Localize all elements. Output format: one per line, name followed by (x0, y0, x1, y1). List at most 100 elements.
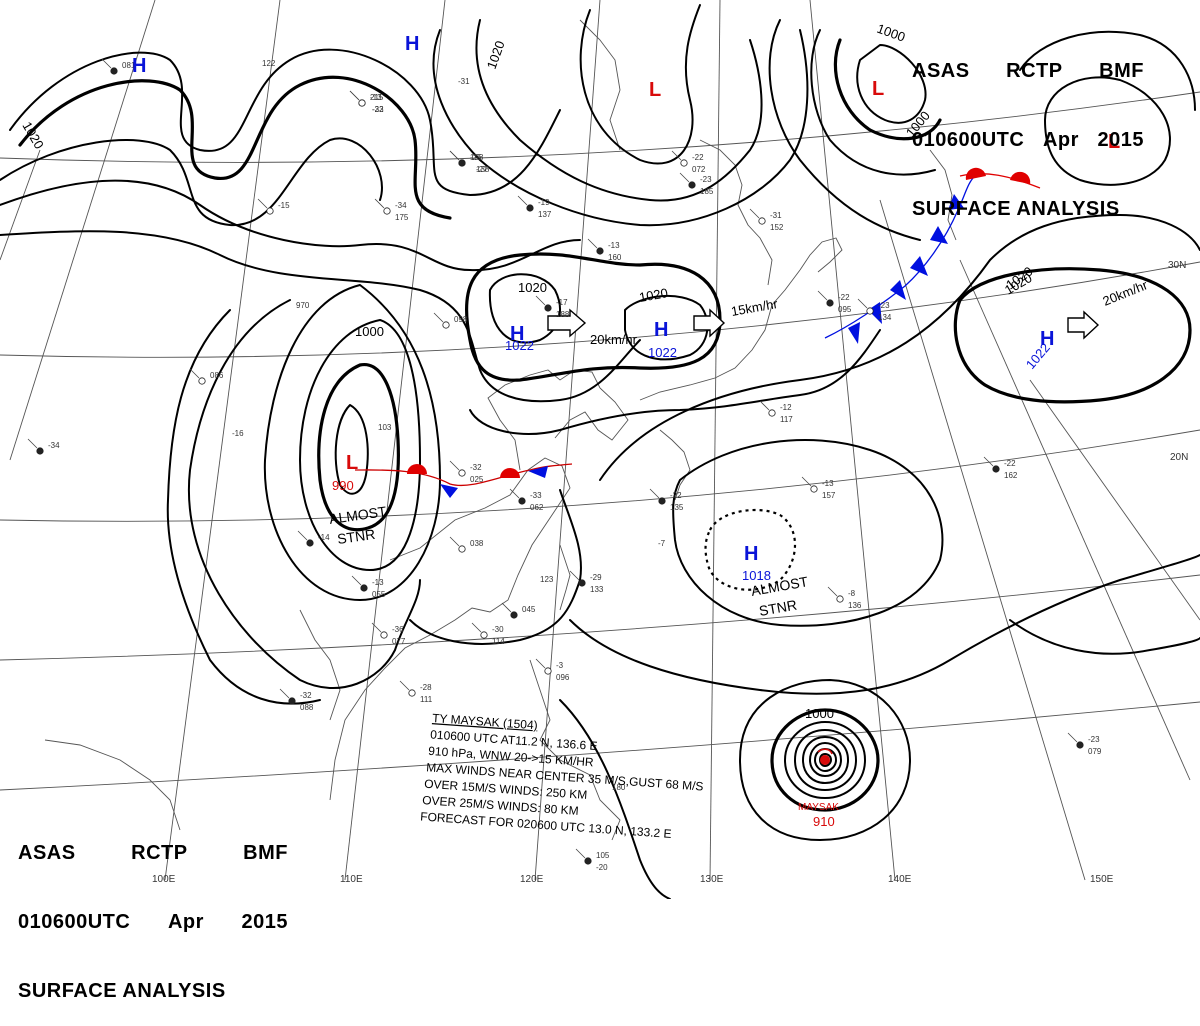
station-value: -32 (300, 691, 312, 700)
motion-label: 15km/hr (730, 296, 780, 319)
station-value: 970 (296, 301, 310, 310)
station-circle-icon (992, 465, 1000, 473)
header-year: 2015 (1097, 129, 1144, 151)
isobar-label: 1020 (484, 39, 508, 71)
station-circle-icon (1076, 741, 1084, 749)
station-value: 198 (470, 153, 484, 162)
wind-barb-icon (279, 688, 290, 699)
lat-label: 30N (1168, 260, 1186, 271)
center-pressure: 990 (332, 478, 354, 493)
footer-time: 010600UTC (18, 911, 131, 933)
station-circle-icon (358, 99, 366, 107)
station-value: -15 (278, 201, 290, 210)
station-value: 079 (1088, 747, 1102, 756)
station-value: -22 (1004, 459, 1016, 468)
station-circle-icon (596, 247, 604, 255)
station-circle-icon (110, 67, 118, 75)
station-value: 111 (420, 695, 433, 704)
stationary-note: STNR (336, 526, 376, 547)
wind-barb-icon (535, 295, 546, 306)
station-circle-icon (442, 321, 450, 329)
station-value: -13 (822, 479, 834, 488)
station-value: -23 (1088, 735, 1100, 744)
wind-barb-icon (351, 575, 362, 586)
wind-barb-icon (471, 622, 482, 633)
header-time: 010600UTC (912, 129, 1025, 151)
station-circle-icon (480, 631, 488, 639)
station-value: 188 (556, 310, 570, 319)
wind-barb-icon (349, 90, 360, 101)
station-value: 103 (378, 423, 392, 432)
station-value: 114 (492, 637, 505, 646)
station-value: -14 (318, 533, 330, 542)
center-pressure: 910 (813, 814, 835, 829)
high-center: H (132, 55, 146, 77)
header-station: RCTP (1006, 60, 1063, 82)
station-value: -22 (670, 491, 682, 500)
wind-barb-icon (671, 150, 682, 161)
station-value: -12 (780, 403, 792, 412)
station-value: -34 (48, 441, 60, 450)
isobar-label: 1020 (638, 285, 669, 305)
station-value: -29 (590, 573, 602, 582)
station-value: -34 (395, 201, 407, 210)
station-value: 157 (822, 491, 836, 500)
station-circle-icon (866, 307, 874, 315)
cold-front-barb-2 (528, 466, 548, 478)
motion-arrow-icon (1067, 310, 1100, 340)
station-circle-icon (288, 697, 296, 705)
isobars (0, 4, 1200, 899)
station-value: 088 (300, 703, 314, 712)
low-center: L (649, 79, 661, 101)
station-value: 162 (1004, 471, 1018, 480)
station-value: -22 (692, 153, 704, 162)
cold-front-barb-1 (440, 484, 458, 498)
low-center: L (1108, 131, 1120, 153)
footer-year: 2015 (241, 911, 288, 933)
header-code: BMF (1099, 60, 1144, 82)
wind-barb-icon (575, 848, 586, 859)
isobar-label: 1000 (875, 21, 907, 45)
station-value: -23 (878, 301, 890, 310)
station-circle-icon (768, 409, 776, 417)
motion-arrows (547, 308, 1100, 340)
station-value: -20 (596, 863, 608, 872)
stationary-note: STNR (758, 597, 798, 619)
footer-station: RCTP (131, 842, 188, 864)
lon-label: 130E (700, 874, 724, 885)
high-center: H (1040, 328, 1054, 350)
station-circle-icon (408, 689, 416, 697)
station-circle-icon (266, 207, 274, 215)
station-value: -23 (372, 105, 384, 114)
high-center: H (654, 319, 668, 341)
motion-arrow-icon (693, 308, 726, 338)
station-circle-icon (544, 667, 552, 675)
motion-arrow-icon (547, 308, 587, 338)
lon-label: 120E (520, 874, 544, 885)
wind-barb-icon (817, 290, 828, 301)
wind-barb-icon (374, 198, 385, 209)
station-circle-icon (758, 217, 766, 225)
station-value: -3 (556, 661, 564, 670)
station-value: 105 (596, 851, 610, 860)
footer-code: BMF (243, 842, 288, 864)
warm-front-scallop-4 (1010, 171, 1031, 184)
motion-label: 20km/hr (590, 332, 638, 347)
station-value: 136 (848, 601, 862, 610)
station-value: 095 (838, 305, 852, 314)
footer-month: Apr (167, 911, 204, 933)
station-circle-icon (36, 447, 44, 455)
wind-barb-icon (679, 172, 690, 183)
center-pressure: 1018 (742, 568, 771, 583)
station-value: 055 (372, 590, 386, 599)
wind-barb-icon (449, 460, 460, 471)
center-pressure: 1022 (505, 338, 534, 353)
station-value: 123 (540, 575, 554, 584)
wind-barb-icon (857, 298, 868, 309)
cold-front-barb-3 (848, 322, 860, 344)
station-value: -13 (372, 578, 384, 587)
station-value: -30 (492, 625, 504, 634)
station-value: 180 (612, 783, 626, 792)
graticule (0, 0, 1200, 881)
wind-barb-icon (649, 488, 660, 499)
